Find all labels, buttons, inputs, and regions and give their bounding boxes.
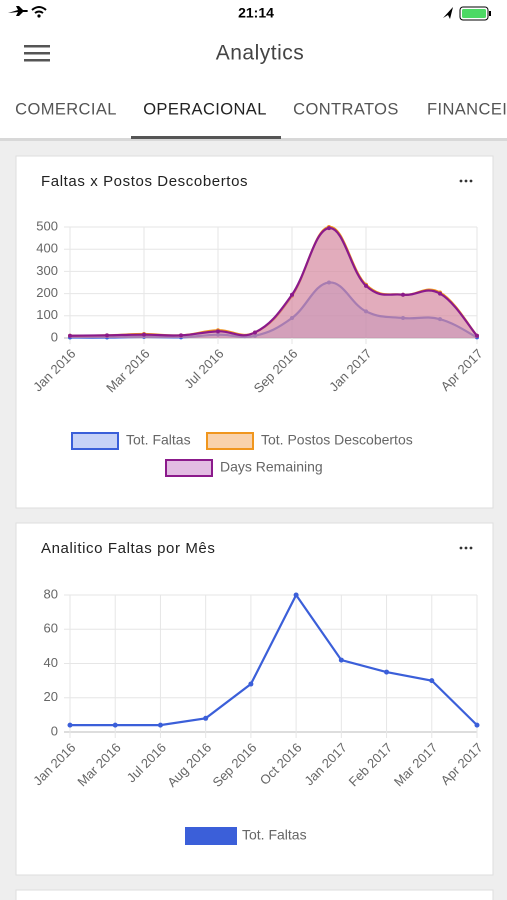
- tab[interactable]: CONTRATOS: [293, 100, 399, 118]
- battery-level: [462, 9, 486, 18]
- point: [327, 226, 331, 231]
- y-tick-label: 0: [51, 329, 58, 344]
- more-dot[interactable]: [464, 546, 468, 550]
- location-icon: [443, 7, 453, 19]
- top-bar: [0, 0, 507, 140]
- legend-label: Tot. Faltas: [126, 432, 191, 448]
- point: [327, 280, 331, 285]
- series-area: [70, 226, 477, 338]
- wifi-icon: [31, 6, 47, 14]
- point: [438, 317, 442, 322]
- series-line: [70, 592, 478, 727]
- y-tick-label: 80: [44, 586, 58, 601]
- point: [438, 291, 442, 296]
- point: [216, 329, 220, 334]
- chart-title: Analitico Faltas por Mês: [41, 540, 215, 557]
- point: [474, 722, 480, 728]
- point: [105, 333, 109, 338]
- y-tick-label: 100: [36, 307, 58, 322]
- more-dot[interactable]: [469, 179, 473, 183]
- series-area: [70, 228, 477, 338]
- tab[interactable]: FINANCEIRO: [427, 100, 507, 118]
- legend-swatch: [165, 459, 213, 477]
- y-tick-label: 60: [44, 621, 58, 636]
- point: [401, 316, 405, 321]
- legend-label: Tot. Faltas: [242, 827, 307, 843]
- tab-shadow: [0, 138, 507, 141]
- y-tick-label: 500: [36, 218, 58, 233]
- point: [338, 657, 344, 663]
- point: [157, 722, 163, 728]
- legend-label: Days Remaining: [220, 459, 323, 475]
- battery-tip: [489, 11, 491, 16]
- series-area: [70, 282, 477, 338]
- point: [401, 292, 405, 297]
- more-dot[interactable]: [469, 546, 473, 550]
- y-tick-label: 400: [36, 241, 58, 256]
- legend-swatch: [71, 432, 119, 450]
- y-tick-label: 20: [44, 689, 58, 704]
- more-dot[interactable]: [459, 179, 463, 183]
- point: [67, 722, 73, 728]
- wifi-dot: [37, 14, 41, 18]
- point: [112, 722, 118, 728]
- status-time: 21:14: [238, 5, 274, 21]
- point: [384, 669, 390, 675]
- point: [142, 332, 146, 337]
- point: [203, 715, 209, 721]
- y-tick-label: 200: [36, 285, 58, 300]
- point: [290, 316, 294, 321]
- legend-label: Tot. Postos Descobertos: [261, 432, 413, 448]
- point: [293, 592, 299, 598]
- point: [429, 678, 435, 684]
- series-line: [69, 281, 478, 339]
- y-tick-label: 40: [44, 655, 58, 670]
- point: [475, 333, 479, 338]
- point: [364, 283, 368, 288]
- point: [253, 330, 257, 335]
- legend-swatch: [206, 432, 254, 450]
- airplane-icon: [8, 6, 28, 16]
- more-dot[interactable]: [459, 546, 463, 550]
- card-3: [15, 889, 494, 900]
- point: [253, 333, 257, 338]
- more-dot[interactable]: [464, 179, 468, 183]
- tab-indicator: [131, 136, 281, 139]
- card: [15, 155, 494, 900]
- point: [68, 333, 72, 338]
- card-2: [15, 522, 494, 876]
- y-tick-label: 0: [51, 723, 58, 738]
- point: [364, 309, 368, 314]
- chart-title: Faltas x Postos Descobertos: [41, 173, 248, 190]
- point: [216, 332, 220, 337]
- menu-button[interactable]: [24, 45, 50, 62]
- point: [290, 292, 294, 297]
- tab[interactable]: OPERACIONAL: [143, 100, 267, 118]
- battery: [459, 6, 489, 21]
- legend-swatch: [185, 827, 237, 845]
- point: [179, 333, 183, 338]
- y-tick-label: 300: [36, 263, 58, 278]
- tab[interactable]: COMERCIAL: [15, 100, 117, 118]
- point: [248, 681, 254, 687]
- header-title: Analytics: [216, 42, 305, 65]
